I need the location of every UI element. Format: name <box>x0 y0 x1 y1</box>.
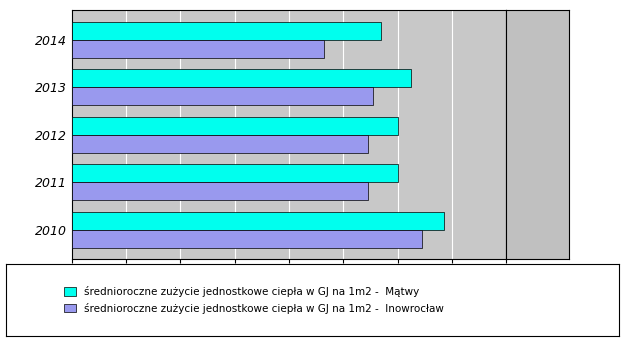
Bar <box>72 230 422 248</box>
Bar <box>72 22 381 40</box>
Bar <box>72 212 444 230</box>
Bar <box>72 69 411 87</box>
Bar <box>72 135 368 153</box>
Bar <box>72 40 324 58</box>
Bar <box>72 164 398 182</box>
Legend: średnioroczne zużycie jednostkowe ciepła w GJ na 1m2 -  Mątwy, średnioroczne zuż: średnioroczne zużycie jednostkowe ciepła… <box>61 283 448 317</box>
Bar <box>72 87 373 105</box>
Bar <box>72 182 368 200</box>
Bar <box>72 117 398 135</box>
